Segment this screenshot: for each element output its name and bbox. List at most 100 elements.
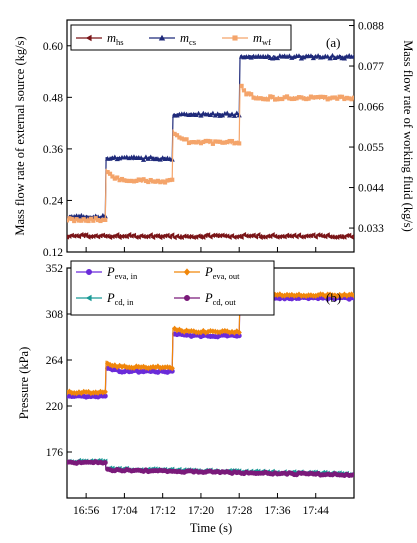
point-cs [140, 157, 147, 162]
point-wf [339, 94, 345, 99]
y-tick-label: 352 [46, 263, 64, 275]
point-hs [217, 233, 223, 239]
point-hs [274, 234, 280, 240]
point-wf [308, 94, 314, 99]
y-tick-label: 308 [46, 309, 64, 321]
point-wf [265, 97, 270, 102]
point-wf [222, 140, 227, 145]
point-hs [85, 234, 91, 240]
point-wf [158, 180, 163, 185]
point-hs [169, 232, 175, 238]
point-hs [298, 234, 304, 240]
point-hs [258, 234, 263, 240]
x-tick-label: 17:36 [264, 505, 290, 517]
point-wf [76, 218, 82, 223]
point-cs [231, 113, 238, 118]
point-wf [129, 178, 134, 183]
point-wf [337, 94, 342, 99]
point-hs [332, 234, 337, 240]
point-hs [97, 233, 103, 239]
panel-b-ylabel: Pressure (kPa) [17, 347, 31, 420]
point-eva_out [183, 327, 190, 334]
point-eva_out [234, 328, 240, 335]
point-hs [83, 232, 89, 238]
point-wf [115, 175, 120, 180]
point-hs [183, 233, 189, 240]
point-hs [344, 232, 349, 239]
point-wf [131, 179, 137, 184]
point-hs [313, 234, 318, 240]
point-eva_out [157, 364, 163, 371]
point-wf [110, 174, 115, 179]
point-hs [327, 234, 333, 240]
point-hs [71, 233, 77, 239]
point-wf [277, 96, 282, 102]
point-hs [315, 232, 321, 238]
panel-a-ticks: 0.12 0.24 0.36 0.48 0.60 0.033 0.044 0.055 0.066… [43, 21, 384, 259]
point-eva_out [112, 362, 118, 369]
point-hs [231, 234, 237, 240]
point-wf [213, 139, 218, 144]
legend-entry-eva_out: Peva, out [174, 265, 240, 281]
y-tick-label-left: 0.12 [43, 247, 63, 259]
legend-label: Peva, out [204, 265, 240, 281]
point-wf [234, 140, 239, 145]
y-tick-label-right: 0.088 [358, 21, 384, 33]
point-cs [308, 53, 314, 58]
x-tick-label: 17:28 [226, 505, 252, 517]
point-hs [265, 233, 270, 239]
point-wf [81, 217, 86, 222]
series-hs [67, 232, 354, 241]
point-wf [124, 178, 129, 183]
point-wf [179, 136, 184, 141]
point-wf [328, 96, 333, 101]
x-tick-label: 17:12 [150, 505, 176, 517]
point-eva_out [136, 363, 142, 370]
point-wf [208, 139, 213, 144]
point-wf [194, 140, 199, 145]
legend-label: mcs [180, 31, 196, 47]
point-wf [201, 139, 206, 145]
point-wf [160, 179, 165, 184]
point-eva_out [303, 293, 309, 300]
point-cs [325, 53, 331, 59]
point-cs [195, 110, 202, 116]
point-eva_out [179, 327, 185, 334]
point-hs [152, 233, 158, 239]
point-hs [114, 232, 120, 238]
point-hs [200, 234, 206, 240]
point-wf [67, 218, 70, 223]
point-hs [81, 232, 86, 238]
point-eva_out [294, 292, 300, 299]
point-wf [91, 218, 96, 223]
point-cs [296, 53, 302, 58]
point-wf [105, 170, 110, 175]
point-eva_out [198, 329, 204, 336]
point-cs [215, 111, 221, 117]
point-hs [88, 233, 93, 240]
point-wf [344, 95, 349, 100]
point-eva_out [97, 388, 104, 395]
point-hs [76, 233, 82, 240]
point-hs [339, 234, 345, 240]
point-wf [182, 137, 187, 142]
point-eva_out [322, 293, 328, 300]
point-wf [122, 178, 127, 183]
point-cs [234, 110, 240, 116]
panel-b: 176 220 264 308 352 16:56 17:04 17:12 17:20 17:28… [17, 260, 355, 535]
point-hs [191, 234, 196, 241]
point-hs [277, 234, 282, 240]
y-tick-label: 264 [46, 355, 64, 367]
point-hs [181, 233, 187, 239]
point-eva_out [301, 292, 307, 299]
point-wf [141, 177, 146, 182]
panel-b-legend: Peva, in Peva, out Pcd, in Pcd, out [70, 260, 275, 316]
point-wf [232, 141, 237, 146]
y-tick-label-right: 0.055 [358, 142, 384, 154]
point-eva_out [88, 390, 94, 397]
point-hs [215, 232, 220, 239]
legend-swatch-marker [183, 294, 191, 302]
point-hs [351, 235, 354, 239]
point-wf [74, 217, 79, 222]
point-wf [100, 217, 105, 222]
